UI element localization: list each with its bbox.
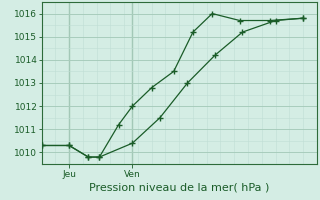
X-axis label: Pression niveau de la mer( hPa ): Pression niveau de la mer( hPa ) xyxy=(89,183,269,193)
